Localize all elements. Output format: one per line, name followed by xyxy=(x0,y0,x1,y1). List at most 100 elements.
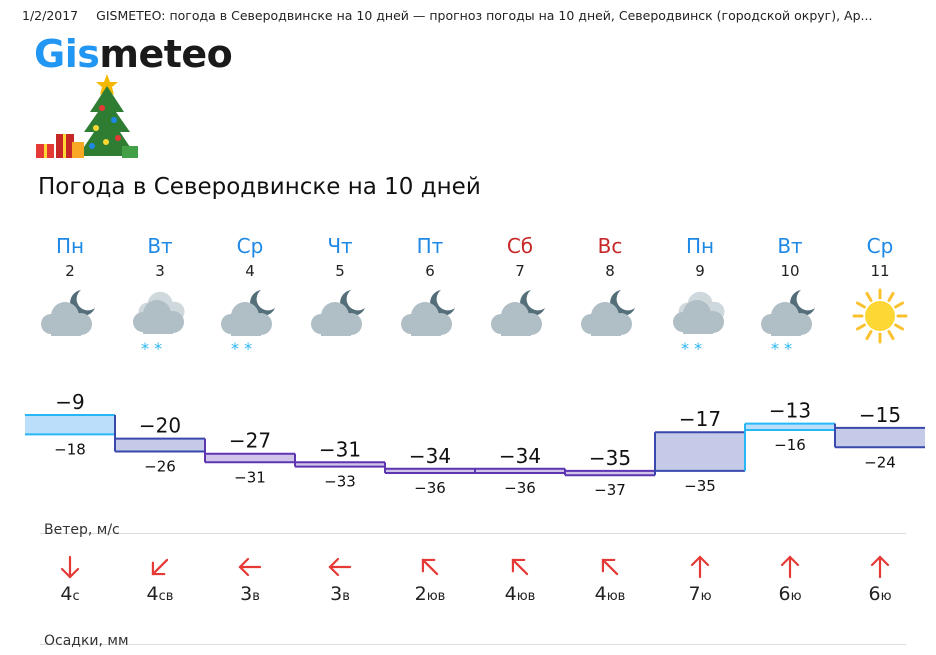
wind-speed: 3 xyxy=(330,583,343,605)
wind-direction: юв xyxy=(426,589,446,604)
wind-value: 3в xyxy=(205,581,295,610)
arrow-up-icon xyxy=(655,553,745,581)
wind-speed: 4 xyxy=(60,583,73,605)
night-cloudy-icon xyxy=(485,284,555,364)
svg-text:* *: * * xyxy=(141,339,162,358)
wind-value: 3в xyxy=(295,581,385,610)
temp-min-label: −16 xyxy=(774,436,806,454)
temp-min-label: −18 xyxy=(54,440,86,458)
wind-speed: 4 xyxy=(594,583,607,605)
wind-direction: св xyxy=(158,589,174,604)
day-column[interactable]: Вт 10 * * xyxy=(745,232,835,358)
arrow-up-left-icon xyxy=(475,553,565,581)
day-of-week: Вт xyxy=(777,234,803,258)
day-of-month: 6 xyxy=(425,262,435,280)
day-column[interactable]: Вс 8 xyxy=(565,232,655,336)
temp-range-bar xyxy=(565,470,655,476)
wind-speed: 4 xyxy=(504,583,517,605)
wind-direction: юв xyxy=(606,589,626,604)
cloudy-snow-icon: * * xyxy=(125,284,195,364)
day-column[interactable]: Пн 9 * * xyxy=(655,232,745,358)
wind-value: 4юв xyxy=(475,581,565,610)
print-page-title: GISMETEO: погода в Северодвинске на 10 д… xyxy=(96,8,873,23)
wind-speed: 3 xyxy=(240,583,253,605)
temp-range-bar xyxy=(385,468,475,474)
wind-cell: 4св xyxy=(115,553,205,610)
arrow-down-left-icon xyxy=(115,553,205,581)
wind-value: 6ю xyxy=(835,581,925,610)
wind-cell: 4с xyxy=(25,553,115,610)
temp-range-bar xyxy=(25,415,115,435)
temp-range-bar xyxy=(115,438,205,452)
print-header: 1/2/2017 GISMETEO: погода в Северодвинске… xyxy=(22,8,872,23)
day-column[interactable]: Ср 11 xyxy=(835,232,925,344)
page-title: Погода в Северодвинске на 10 дней xyxy=(38,174,481,200)
temp-min-label: −36 xyxy=(504,479,536,497)
wind-value: 4юв xyxy=(565,581,655,610)
wind-cell: 3в xyxy=(205,553,295,610)
wind-direction: в xyxy=(342,589,350,604)
temp-min-label: −36 xyxy=(414,479,446,497)
day-column[interactable]: Сб 7 xyxy=(475,232,565,336)
gismeteo-logo[interactable]: Gismeteo xyxy=(34,32,233,76)
temp-max-label: −35 xyxy=(589,446,631,470)
day-of-week: Пн xyxy=(55,234,85,258)
svg-text:* *: * * xyxy=(681,339,702,358)
wind-speed: 2 xyxy=(414,583,427,605)
day-columns: Пн 2 Вт 3 * * Ср 4 * * Чт 5 Пт 6 Сб 7 Вс 8 xyxy=(25,232,925,360)
day-column[interactable]: Чт 5 xyxy=(295,232,385,336)
night-cloudy-icon xyxy=(35,284,105,364)
temp-max-label: −9 xyxy=(55,390,84,414)
divider-precip xyxy=(40,644,906,645)
day-column[interactable]: Пт 6 xyxy=(385,232,475,336)
temp-max-label: −20 xyxy=(139,414,181,438)
divider-wind xyxy=(40,533,906,534)
wind-direction: в xyxy=(252,589,260,604)
day-column[interactable]: Вт 3 * * xyxy=(115,232,205,358)
wind-value: 6ю xyxy=(745,581,835,610)
day-of-month: 5 xyxy=(335,262,345,280)
wind-direction: ю xyxy=(790,589,802,604)
day-of-month: 10 xyxy=(780,262,800,280)
wind-speed: 6 xyxy=(778,583,791,605)
wind-value: 7ю xyxy=(655,581,745,610)
wind-cell: 7ю xyxy=(655,553,745,610)
day-of-month: 7 xyxy=(515,262,525,280)
christmas-tree-icon xyxy=(36,74,138,158)
wind-label: Ветер, м/с xyxy=(44,522,120,538)
wind-cell: 6ю xyxy=(745,553,835,610)
sunny-icon xyxy=(845,284,915,364)
print-date: 1/2/2017 xyxy=(22,8,79,23)
wind-direction: ю xyxy=(880,589,892,604)
temp-max-label: −15 xyxy=(859,403,901,427)
temp-max-label: −34 xyxy=(499,444,541,468)
arrow-up-left-icon xyxy=(565,553,655,581)
arrow-down-icon xyxy=(25,553,115,581)
day-of-week: Пт xyxy=(416,234,444,258)
day-of-week: Чт xyxy=(327,234,353,258)
temp-min-label: −35 xyxy=(684,477,716,495)
wind-speed: 4 xyxy=(146,583,159,605)
day-of-week: Сб xyxy=(506,234,534,258)
wind-row: 4с 4св 3в 3в 2юв 4юв 4юв 7ю 6ю 6ю xyxy=(25,553,925,613)
day-column[interactable]: Ср 4 * * xyxy=(205,232,295,358)
wind-direction: ю xyxy=(700,589,712,604)
day-of-week: Ср xyxy=(866,234,894,258)
logo-part-meteo: meteo xyxy=(99,32,233,76)
day-of-week: Вт xyxy=(147,234,173,258)
wind-value: 2юв xyxy=(385,581,475,610)
temp-min-label: −26 xyxy=(144,458,176,476)
night-cloudy-snow-icon: * * xyxy=(215,284,285,364)
temp-range-bar xyxy=(205,453,295,463)
wind-speed: 7 xyxy=(688,583,701,605)
wind-value: 4с xyxy=(25,581,115,610)
day-column[interactable]: Пн 2 xyxy=(25,232,115,336)
temp-min-label: −37 xyxy=(594,481,626,499)
wind-value: 4св xyxy=(115,581,205,610)
temp-range-bar xyxy=(745,423,835,431)
temp-max-label: −34 xyxy=(409,444,451,468)
night-cloudy-snow-icon: * * xyxy=(755,284,825,364)
day-of-month: 3 xyxy=(155,262,165,280)
wind-direction: юв xyxy=(516,589,536,604)
day-of-week: Пн xyxy=(685,234,715,258)
